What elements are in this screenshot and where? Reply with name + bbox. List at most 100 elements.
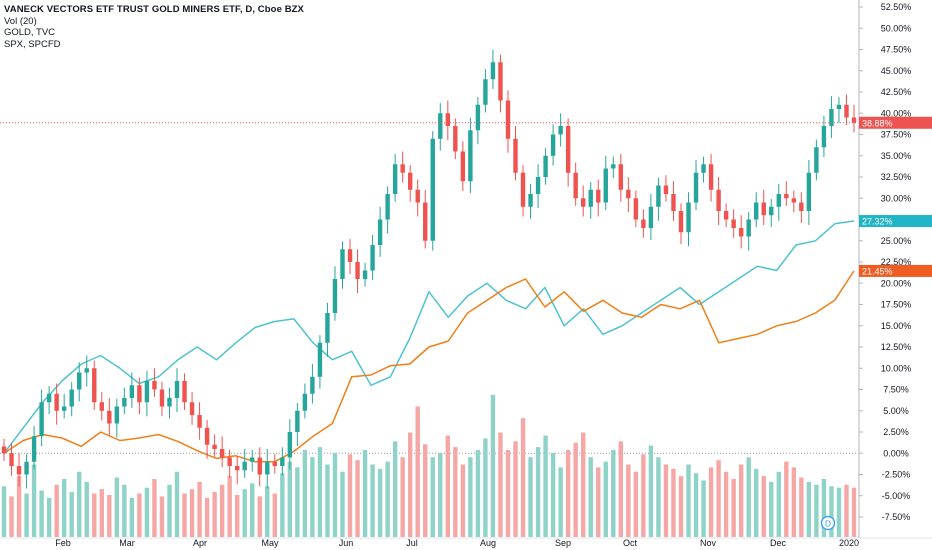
price-axis[interactable]: 52.50% 50.00% 47.50% 45.00% 42.50% 40.00% 37.5… <box>858 0 912 538</box>
volume-bar <box>227 476 232 537</box>
time-axis[interactable]: Feb Mar Apr May Jun Jul Aug Sep Oct Nov Dec 2020 <box>0 537 932 548</box>
candle-body <box>189 402 195 415</box>
candle-body <box>24 461 29 475</box>
volume-bar <box>723 471 729 537</box>
volume-bar <box>204 497 210 537</box>
candle-body <box>761 202 766 216</box>
candle-body <box>54 393 59 411</box>
volume-bar <box>784 461 789 537</box>
volume-bar <box>731 479 736 537</box>
event-markers[interactable]: D <box>820 515 836 531</box>
legend-volume[interactable]: Vol (20) <box>4 15 37 27</box>
volume-bar <box>686 464 691 537</box>
candle-body <box>438 113 443 139</box>
x-tick-label: Apr <box>193 538 207 548</box>
candle-body <box>535 177 541 194</box>
legend-spx[interactable]: SPX, SPCFD <box>4 38 61 50</box>
volume-bar <box>332 452 338 537</box>
candle-body <box>596 189 601 203</box>
volume-bar <box>581 432 586 537</box>
candle-body <box>212 444 217 449</box>
volume-bar <box>588 457 593 537</box>
volume-bar <box>317 447 323 537</box>
last-value-tags: 38.88% 27.32% 21.45% <box>0 116 932 277</box>
volume-bar <box>310 457 315 537</box>
volume-bar <box>415 406 420 537</box>
candle-body <box>490 62 496 80</box>
volume-bar <box>31 464 37 537</box>
volume-bar <box>234 494 240 537</box>
candle-body <box>423 202 428 241</box>
volume-bars <box>1 394 857 537</box>
y-tick-label: 2.50% <box>883 427 909 437</box>
volume-bar <box>287 461 293 537</box>
x-tick-label: May <box>261 538 279 548</box>
candle-body <box>543 155 548 177</box>
gold-last-tag-bg <box>859 215 932 228</box>
volume-bar <box>347 454 353 537</box>
candle-body <box>641 219 646 228</box>
volume-bar <box>400 457 405 537</box>
candle-body <box>686 202 691 233</box>
candle-body <box>340 249 345 279</box>
y-tick-label: 25.00% <box>881 236 912 246</box>
candle-body <box>738 228 744 237</box>
volume-bar <box>791 467 797 537</box>
y-tick-label: 5.00% <box>883 406 909 416</box>
volume-bar <box>776 471 781 537</box>
y-tick-label: 47.50% <box>881 45 912 55</box>
volume-bar <box>423 444 428 537</box>
candle-body <box>558 126 563 135</box>
dividend-marker[interactable]: D <box>820 515 836 531</box>
legend-symbol-title[interactable]: VANECK VECTORS ETF TRUST GOLD MINERS ETF… <box>4 4 304 15</box>
volume-bar <box>182 493 187 537</box>
candle-body <box>265 461 270 475</box>
volume-bar <box>257 496 262 537</box>
volume-bar <box>558 467 563 537</box>
y-tick-label: 50.00% <box>881 23 912 33</box>
volume-bar <box>92 493 97 537</box>
candle-body <box>272 461 277 466</box>
candle-body <box>588 189 593 207</box>
candle-body <box>708 164 714 190</box>
volume-bar <box>167 484 172 537</box>
candle-body <box>400 164 405 173</box>
candle-body <box>9 453 14 466</box>
candle-body <box>648 206 654 228</box>
y-tick-label: 15.00% <box>881 321 912 331</box>
candle-body <box>362 270 368 279</box>
candle-body <box>280 457 285 466</box>
x-tick-label: Aug <box>480 538 496 548</box>
y-tick-label: 45.00% <box>881 66 912 76</box>
volume-bar <box>107 494 112 537</box>
candle-body <box>498 62 503 101</box>
candle-body <box>626 189 631 199</box>
gold-line <box>3 220 855 454</box>
candle-body <box>77 372 82 390</box>
candle-body <box>69 389 74 407</box>
candle-body <box>39 402 44 437</box>
volume-bar <box>340 471 345 537</box>
volume-bar <box>355 460 360 537</box>
volume-bar <box>550 452 556 537</box>
y-tick-label: 37.50% <box>881 130 912 140</box>
volume-bar <box>77 471 82 537</box>
volume-bar <box>219 484 225 537</box>
volume-bar <box>513 441 518 537</box>
y-tick-label: 30.00% <box>881 193 912 203</box>
candle-body <box>746 219 751 237</box>
candle-body <box>302 393 308 411</box>
volume-bar <box>54 484 59 537</box>
legend-gold[interactable]: GOLD, TVC <box>4 27 56 38</box>
volume-bar <box>370 464 375 537</box>
gdx-last-tag-label: 38.88% <box>862 118 893 128</box>
candle-body <box>678 211 684 233</box>
candle-body <box>791 198 797 203</box>
candle-body <box>257 457 262 475</box>
candle-body <box>468 130 473 182</box>
volume-bar <box>678 476 684 537</box>
candle-body <box>550 134 556 156</box>
volume-bar <box>535 447 541 537</box>
candle-body <box>475 104 481 131</box>
